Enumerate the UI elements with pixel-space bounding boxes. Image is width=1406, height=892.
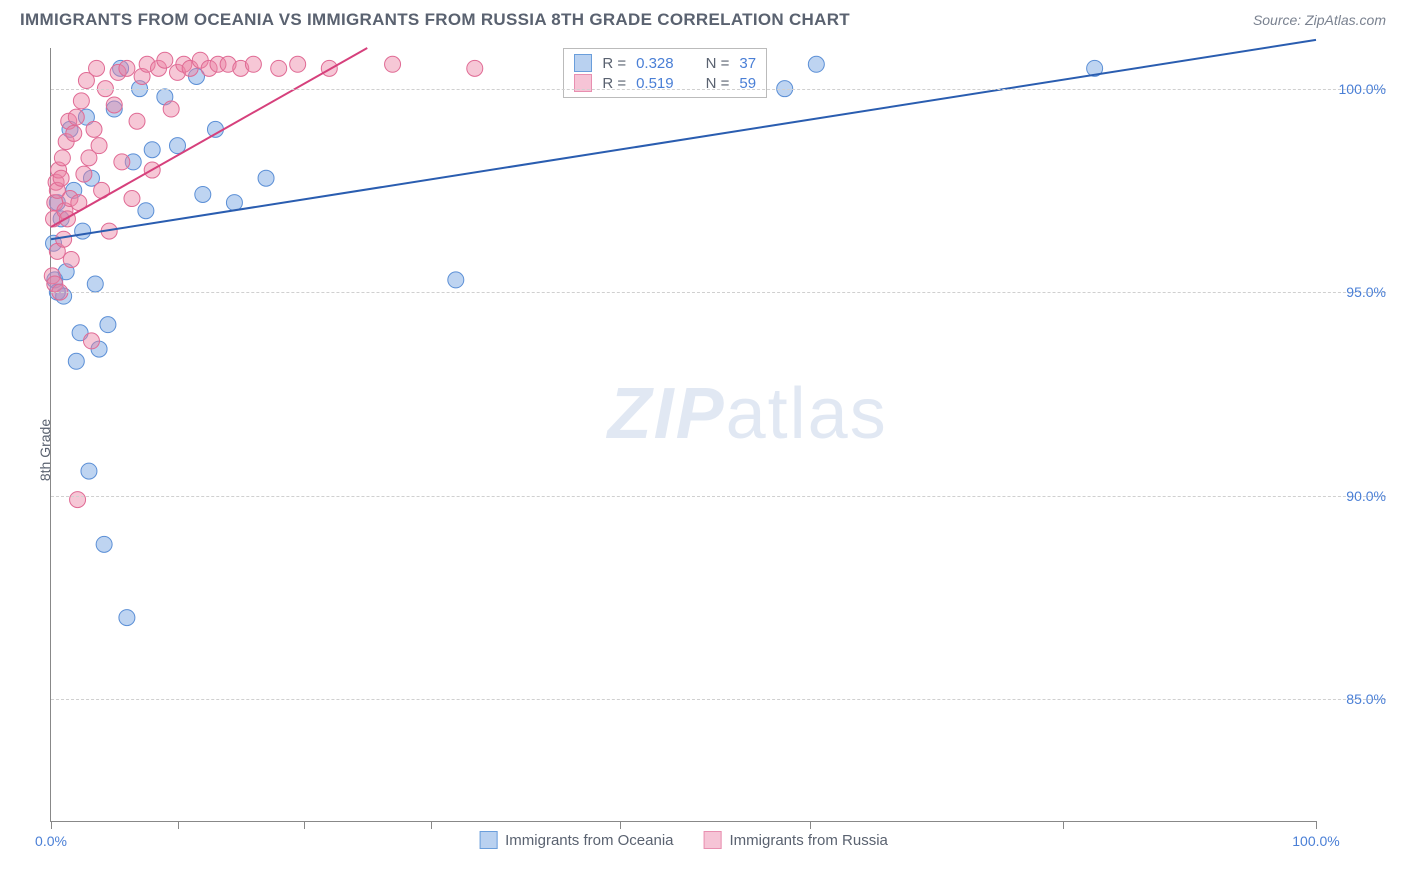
data-point <box>70 492 86 508</box>
data-point <box>68 109 84 125</box>
data-point <box>63 252 79 268</box>
x-tick <box>431 821 432 829</box>
legend-item: Immigrants from Russia <box>704 831 888 849</box>
data-point <box>81 463 97 479</box>
data-point <box>68 353 84 369</box>
data-point <box>448 272 464 288</box>
data-point <box>114 154 130 170</box>
stats-row: R = 0.328 N = 37 <box>574 53 756 73</box>
x-tick <box>620 821 621 829</box>
data-point <box>75 223 91 239</box>
data-point <box>73 93 89 109</box>
data-point <box>245 56 261 72</box>
gridline <box>51 699 1386 700</box>
data-point <box>808 56 824 72</box>
stat-r-value: 0.328 <box>636 55 674 72</box>
data-point <box>385 56 401 72</box>
y-tick-label: 90.0% <box>1326 488 1386 504</box>
data-point <box>53 170 69 186</box>
data-point <box>119 610 135 626</box>
x-tick <box>1063 821 1064 829</box>
data-point <box>271 60 287 76</box>
data-point <box>56 231 72 247</box>
data-point <box>290 56 306 72</box>
data-point <box>467 60 483 76</box>
stats-row: R =0.519N =59 <box>574 73 756 93</box>
data-point <box>54 150 70 166</box>
data-point <box>86 121 102 137</box>
x-tick <box>51 821 52 829</box>
y-tick-label: 95.0% <box>1326 284 1386 300</box>
data-point <box>129 113 145 129</box>
data-point <box>87 276 103 292</box>
data-point <box>258 170 274 186</box>
data-point <box>157 52 173 68</box>
data-point <box>91 138 107 154</box>
data-point <box>144 142 160 158</box>
legend-label: Immigrants from Russia <box>730 832 888 849</box>
y-tick-label: 85.0% <box>1326 691 1386 707</box>
legend-swatch <box>479 831 497 849</box>
y-tick-label: 100.0% <box>1326 81 1386 97</box>
x-tick <box>178 821 179 829</box>
data-point <box>100 317 116 333</box>
stat-label: N = <box>706 55 730 72</box>
chart-container: 8th Grade ZIPatlas R =0.328N =37R =0.519… <box>20 48 1396 852</box>
bottom-legend: Immigrants from Oceania Immigrants from R… <box>479 831 888 849</box>
stat-n-value: 37 <box>739 55 756 72</box>
data-point <box>76 166 92 182</box>
legend-swatch <box>704 831 722 849</box>
stats-legend-box: R = 0.328 N = 37R =0.519N =59 <box>563 48 767 98</box>
x-tick <box>810 821 811 829</box>
data-point <box>119 60 135 76</box>
data-point <box>89 60 105 76</box>
x-tick-label: 0.0% <box>35 833 67 849</box>
gridline <box>51 292 1386 293</box>
data-point <box>96 536 112 552</box>
stat-label: R = <box>602 55 626 72</box>
legend-swatch <box>574 54 592 72</box>
gridline <box>51 496 1386 497</box>
data-point <box>195 186 211 202</box>
chart-title: IMMIGRANTS FROM OCEANIA VS IMMIGRANTS FR… <box>20 10 850 30</box>
plot-area: ZIPatlas R =0.328N =37R =0.519N =59 Immi… <box>50 48 1316 822</box>
x-tick <box>304 821 305 829</box>
legend-label: Immigrants from Oceania <box>505 832 673 849</box>
source-label: Source: ZipAtlas.com <box>1253 12 1386 28</box>
data-point <box>226 195 242 211</box>
legend-item: Immigrants from Oceania <box>479 831 673 849</box>
data-point <box>106 97 122 113</box>
data-point <box>59 211 75 227</box>
plot-svg <box>51 48 1316 821</box>
x-tick <box>1316 821 1317 829</box>
data-point <box>138 203 154 219</box>
data-point <box>66 125 82 141</box>
gridline <box>51 89 1386 90</box>
data-point <box>83 333 99 349</box>
x-tick-label: 100.0% <box>1292 833 1339 849</box>
data-point <box>163 101 179 117</box>
data-point <box>124 191 140 207</box>
